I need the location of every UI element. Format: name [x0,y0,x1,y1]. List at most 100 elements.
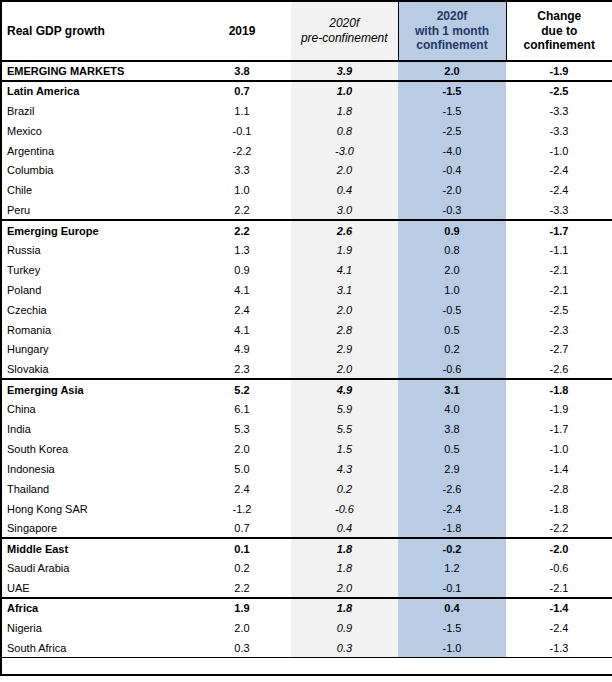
cell-with-confinement: 0.5 [398,320,506,340]
row-label: Brazil [1,101,193,121]
row-label: Latin America [1,81,193,101]
cell-pre-confinement: 1.0 [291,81,398,101]
cell-with-confinement: 0.2 [398,339,506,359]
cell-with-confinement: -0.1 [398,578,506,598]
row-label: Africa [1,598,193,618]
row-label: India [1,419,193,439]
table-row: Czechia 2.4 2.0 -0.5 -2.5 [1,300,612,320]
table-row: China 6.1 5.9 4.0 -1.9 [1,399,612,419]
cell-change: -1.1 [506,240,612,260]
cell-pre-confinement: 2.6 [291,220,398,240]
row-label: Romania [1,320,193,340]
cell-2019: 2.0 [193,439,291,459]
table-row: UAE 2.2 2.0 -0.1 -2.1 [1,578,612,598]
header-conf-line3: confinement [399,38,506,53]
row-label: South Africa [1,638,193,658]
cell-with-confinement: -0.2 [398,538,506,558]
header-conf-line1: 2020f [399,9,506,24]
cell-change: -2.7 [506,339,612,359]
cell-pre-confinement: 4.3 [291,459,398,479]
cell-change: -2.1 [506,280,612,300]
cell-change: -1.4 [506,598,612,618]
row-label: Russia [1,240,193,260]
cell-with-confinement: 2.9 [398,459,506,479]
cell-with-confinement: 2.0 [398,61,506,81]
cell-pre-confinement: 0.4 [291,180,398,200]
cell-2019: 2.4 [193,479,291,499]
cell-2019: 2.0 [193,618,291,638]
column-header-pre-confinement: 2020f pre-confinement [291,1,398,61]
row-label: UAE [1,578,193,598]
cell-change: -3.3 [506,200,612,220]
header-row: Real GDP growth 2019 2020f pre-confineme… [1,1,612,61]
cell-change: -2.2 [506,518,612,538]
header-change-line1: Change [507,9,612,24]
table-row: India 5.3 5.5 3.8 -1.7 [1,419,612,439]
cell-change: -1.8 [506,499,612,519]
row-label: Emerging Asia [1,379,193,399]
real-gdp-growth-table: Real GDP growth 2019 2020f pre-confineme… [0,0,612,676]
table-row: Poland 4.1 3.1 1.0 -2.1 [1,280,612,300]
row-label: Columbia [1,160,193,180]
row-label: Mexico [1,121,193,141]
cell-pre-confinement: 2.0 [291,359,398,379]
row-label: EMERGING MARKETS [1,61,193,81]
cell-2019: 4.1 [193,280,291,300]
cell-2019: 5.3 [193,419,291,439]
cell-with-confinement: -2.0 [398,180,506,200]
cell-2019: 0.9 [193,260,291,280]
cell-pre-confinement: 5.5 [291,419,398,439]
cell-change: -1.8 [506,379,612,399]
cell-2019: 0.1 [193,538,291,558]
cell-change: -1.7 [506,419,612,439]
cell-2019: 0.3 [193,638,291,658]
cell-with-confinement: -1.5 [398,618,506,638]
table-title: Real GDP growth [1,1,193,61]
cell-2019: 2.4 [193,300,291,320]
table-row: Turkey 0.9 4.1 2.0 -2.1 [1,260,612,280]
cell-with-confinement: 4.0 [398,399,506,419]
cell-with-confinement: -0.5 [398,300,506,320]
cell-with-confinement: 0.9 [398,220,506,240]
cell-2019: 0.7 [193,81,291,101]
column-header-2019: 2019 [193,1,291,61]
row-label: Middle East [1,538,193,558]
row-label: China [1,399,193,419]
cell-change: -1.7 [506,220,612,240]
row-label: Poland [1,280,193,300]
cell-pre-confinement: 2.8 [291,320,398,340]
column-header-change: Change due to confinement [506,1,612,61]
row-label: Slovakia [1,359,193,379]
table-body: EMERGING MARKETS 3.8 3.9 2.0 -1.9 Latin … [1,61,612,658]
cell-2019: -2.2 [193,141,291,161]
table-row: Emerging Asia 5.2 4.9 3.1 -1.8 [1,379,612,399]
cell-change: -2.8 [506,479,612,499]
cell-2019: 6.1 [193,399,291,419]
cell-pre-confinement: 3.0 [291,200,398,220]
cell-change: -1.0 [506,439,612,459]
table-row: Middle East 0.1 1.8 -0.2 -2.0 [1,538,612,558]
cell-2019: 4.1 [193,320,291,340]
table-row: Peru 2.2 3.0 -0.3 -3.3 [1,200,612,220]
cell-2019: 0.7 [193,518,291,538]
row-label: Nigeria [1,618,193,638]
cell-change: -2.4 [506,180,612,200]
cell-with-confinement: 1.2 [398,558,506,578]
cell-with-confinement: -1.5 [398,81,506,101]
row-label: Hong Kong SAR [1,499,193,519]
row-label: Singapore [1,518,193,538]
table-row: Russia 1.3 1.9 0.8 -1.1 [1,240,612,260]
cell-change: -2.5 [506,81,612,101]
cell-with-confinement: -0.6 [398,359,506,379]
cell-pre-confinement: 3.9 [291,61,398,81]
footer-blank-row [1,658,612,675]
table-row: Slovakia 2.3 2.0 -0.6 -2.6 [1,359,612,379]
cell-with-confinement: -4.0 [398,141,506,161]
cell-pre-confinement: 1.8 [291,558,398,578]
cell-2019: -0.1 [193,121,291,141]
cell-with-confinement: 0.4 [398,598,506,618]
cell-with-confinement: 2.0 [398,260,506,280]
cell-change: -2.6 [506,359,612,379]
row-label: Argentina [1,141,193,161]
header-conf-line2: with 1 month [399,24,506,39]
